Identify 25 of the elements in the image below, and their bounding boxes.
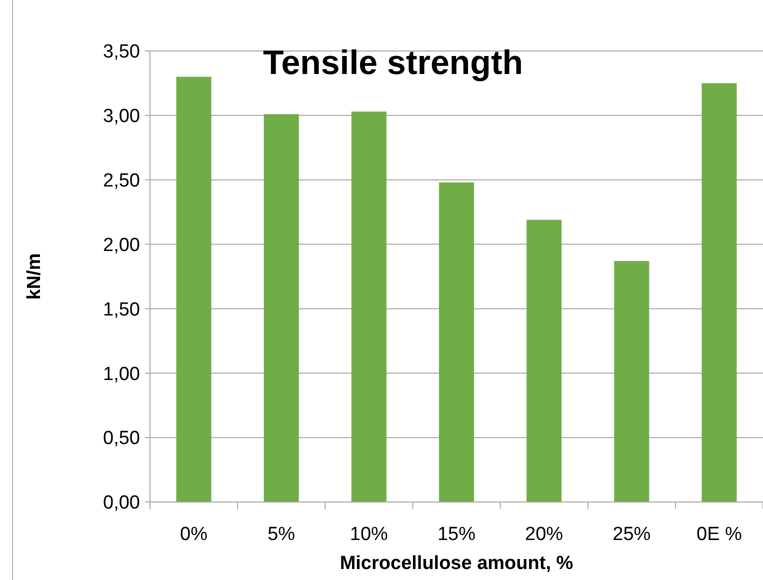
x-tick-label: 20% bbox=[525, 524, 564, 545]
x-tick-label: 25% bbox=[612, 524, 651, 545]
bar bbox=[351, 112, 386, 502]
bar bbox=[264, 114, 299, 502]
x-tick-label: 10% bbox=[350, 524, 388, 545]
x-tick-label: 0E % bbox=[696, 524, 742, 545]
y-tick-label: 1,50 bbox=[103, 299, 140, 320]
y-tick-label: 3,50 bbox=[103, 42, 140, 63]
x-axis-title: Microcellulose amount, % bbox=[340, 553, 574, 574]
bar bbox=[176, 76, 212, 502]
y-tick-label: 1,00 bbox=[103, 364, 140, 385]
x-tick-label: 15% bbox=[437, 524, 476, 545]
y-tick-label: 0,00 bbox=[103, 492, 140, 514]
y-tick-label: 3,00 bbox=[103, 106, 140, 128]
y-tick-label: 0,50 bbox=[103, 428, 140, 450]
bar bbox=[526, 220, 562, 502]
bar bbox=[438, 182, 474, 502]
x-tick-label: 0% bbox=[180, 524, 208, 545]
y-tick-label: 2,50 bbox=[103, 170, 140, 192]
y-tick-label: 2,00 bbox=[103, 234, 140, 256]
x-tick-label: 5% bbox=[268, 524, 296, 545]
chart-title: Tensile strength bbox=[262, 44, 524, 82]
bar bbox=[614, 261, 650, 502]
y-axis-title: kN/m bbox=[24, 253, 45, 300]
bar bbox=[702, 83, 737, 502]
